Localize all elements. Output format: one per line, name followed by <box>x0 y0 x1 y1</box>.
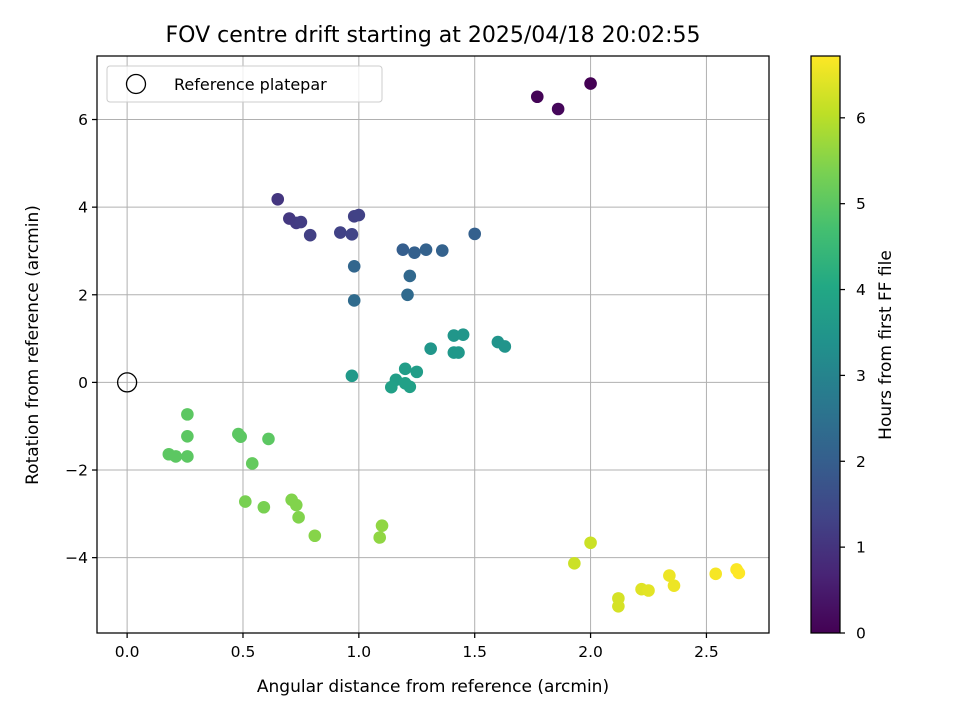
y-tick-label: 2 <box>78 286 88 304</box>
scatter-point <box>375 519 389 532</box>
scatter-point <box>347 259 361 273</box>
colorbar-label: Hours from first FF file <box>876 250 896 440</box>
scatter-point <box>447 329 461 342</box>
colorbar-tick-label: 1 <box>856 539 866 557</box>
scatter-point <box>452 346 465 359</box>
scatter-point <box>584 536 597 550</box>
colorbar <box>810 55 841 634</box>
y-gridlines <box>97 119 769 559</box>
scatter-point <box>456 328 470 341</box>
scatter-point <box>498 340 512 353</box>
x-axis-label: Angular distance from reference (arcmin) <box>257 677 609 697</box>
scatter-point <box>568 557 581 570</box>
colorbar-tick-label: 6 <box>856 109 866 127</box>
scatter-point <box>169 450 183 463</box>
scatter-point <box>345 228 359 241</box>
x-tick-label: 0.5 <box>231 643 256 661</box>
scatter-point <box>347 294 361 307</box>
scatter-point <box>239 495 252 508</box>
y-tick-label: 6 <box>78 111 88 129</box>
scatter-point <box>642 584 655 597</box>
scatter-point <box>667 579 681 592</box>
scatter-point <box>551 102 565 116</box>
scatter-point <box>612 599 625 613</box>
plot-frame <box>96 55 770 634</box>
y-tick-label: −4 <box>65 549 88 567</box>
scatter-point <box>289 498 303 512</box>
y-tick-label: −2 <box>65 462 88 480</box>
y-tick-label: 0 <box>78 374 88 392</box>
scatter-point <box>234 430 247 444</box>
scatter-point <box>384 380 398 394</box>
colorbar-tick-label: 3 <box>856 367 866 385</box>
legend-label: Reference platepar <box>174 75 327 94</box>
scatter-point <box>334 226 347 239</box>
scatter-point <box>403 380 417 394</box>
reference-marker-group <box>116 372 138 393</box>
scatter-point <box>352 208 366 222</box>
scatter-point <box>408 246 421 260</box>
scatter-point <box>292 511 305 524</box>
scatter-point <box>271 192 285 206</box>
scatter-point <box>294 215 308 229</box>
colorbar-tick-label: 4 <box>856 281 866 299</box>
x-axis-ticks: 0.0 0.5 1.0 1.5 2.0 2.5 <box>115 633 719 661</box>
colorbar-tick-label: 2 <box>856 453 866 471</box>
scatter-point <box>181 408 194 421</box>
scatter-point <box>663 569 676 582</box>
legend-box <box>106 65 383 103</box>
scatter-point <box>308 529 322 543</box>
scatter-points <box>162 77 746 613</box>
scatter-point <box>181 429 194 443</box>
scatter-point <box>303 228 317 242</box>
reference-point <box>116 372 138 393</box>
scatter-point <box>181 450 194 463</box>
y-tick-label: 4 <box>78 199 88 217</box>
x-gridlines <box>126 56 707 633</box>
legend-marker-icon <box>125 73 147 95</box>
y-axis-label: Rotation from reference (arcmin) <box>23 205 43 485</box>
scatter-point <box>373 531 387 544</box>
scatter-point <box>410 365 424 379</box>
scatter-point <box>345 369 359 383</box>
x-tick-label: 0.0 <box>115 643 140 661</box>
scatter-point <box>262 432 275 446</box>
colorbar-tick-label: 0 <box>856 625 866 643</box>
scatter-point <box>732 566 746 580</box>
scatter-point <box>424 342 437 355</box>
scatter-point <box>419 243 433 256</box>
scatter-point <box>435 244 449 257</box>
x-tick-label: 1.0 <box>347 643 372 661</box>
scatter-point <box>530 90 544 104</box>
scatter-point <box>403 269 417 283</box>
x-tick-label: 2.5 <box>694 643 719 661</box>
x-tick-label: 2.0 <box>578 643 603 661</box>
y-axis-ticks: −4 −2 0 2 4 6 <box>65 111 97 567</box>
scatter-point <box>257 500 271 514</box>
scatter-point <box>709 567 723 581</box>
scatter-point <box>245 457 259 470</box>
legend: Reference platepar <box>106 65 383 103</box>
scatter-point <box>396 243 410 256</box>
scatter-point <box>584 77 597 90</box>
scatter-point <box>398 362 412 376</box>
x-tick-label: 1.5 <box>462 643 487 661</box>
colorbar-ticks: 0 1 2 3 4 5 6 <box>840 109 866 643</box>
scatter-point <box>468 227 482 241</box>
scatter-point <box>401 288 414 302</box>
chart-title: FOV centre drift starting at 2025/04/18 … <box>166 23 701 48</box>
colorbar-tick-label: 5 <box>856 195 866 213</box>
